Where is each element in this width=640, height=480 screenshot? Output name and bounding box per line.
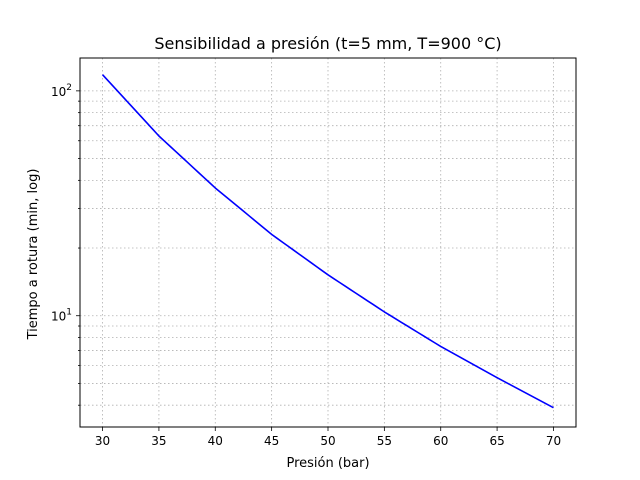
x-tick-label: 60 (433, 434, 448, 448)
x-tick-label: 70 (546, 434, 561, 448)
x-tick-label: 50 (320, 434, 335, 448)
y-tick-label-base: 10 (51, 310, 66, 324)
x-tick-label: 55 (377, 434, 392, 448)
series-line (101, 74, 554, 409)
x-tick-label: 30 (95, 434, 110, 448)
grid (80, 58, 576, 427)
y-tick-label-exponent: 2 (66, 83, 72, 93)
x-tick-label: 45 (264, 434, 279, 448)
x-tick-label: 65 (489, 434, 504, 448)
y-tick-label-base: 10 (51, 85, 66, 99)
y-axis-label: Tiempo a rotura (min, log) (26, 169, 41, 341)
plot-area (101, 74, 554, 409)
x-tick-label: 40 (208, 434, 223, 448)
y-tick-label-exponent: 1 (66, 308, 72, 318)
y-tick-label: 101 (51, 308, 72, 324)
x-tick-label: 35 (151, 434, 166, 448)
chart-title: Sensibilidad a presión (t=5 mm, T=900 °C… (154, 34, 501, 53)
x-axis-label: Presión (bar) (286, 456, 369, 471)
y-tick-label: 102 (51, 83, 72, 99)
